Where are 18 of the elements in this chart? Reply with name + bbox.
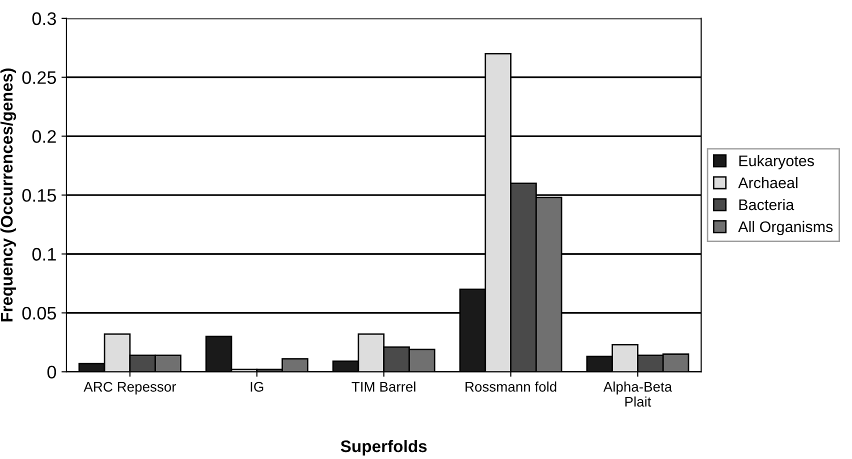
y-tick-label: 0.2: [32, 130, 56, 143]
x-tick-label: Rossmann fold: [466, 382, 556, 392]
legend-label: Archaeal: [738, 177, 798, 188]
legend-label: All Organisms: [738, 220, 833, 236]
x-tick-label: TIM Barrel: [352, 382, 416, 392]
x-tick-label: Alpha-Beta Plait: [603, 382, 672, 407]
y-tick-label: 0: [47, 366, 56, 379]
x-tick-label: ARC Repessor: [84, 382, 176, 394]
y-tick-label: 0.3: [32, 12, 56, 26]
legend-label: Bacteria: [739, 198, 794, 210]
y-tick-label: 0.1: [32, 248, 56, 261]
y-axis-title: Frequency (Occurrences/genes): [0, 68, 16, 322]
y-tick-label: 0.15: [22, 189, 56, 202]
x-axis-title: Superfolds: [340, 440, 427, 456]
y-tick-label: 0.25: [22, 71, 56, 84]
legend-label: Eukaryotes: [739, 155, 814, 170]
y-tick-label: 0.05: [22, 306, 56, 320]
x-tick-label: IG: [250, 382, 264, 392]
